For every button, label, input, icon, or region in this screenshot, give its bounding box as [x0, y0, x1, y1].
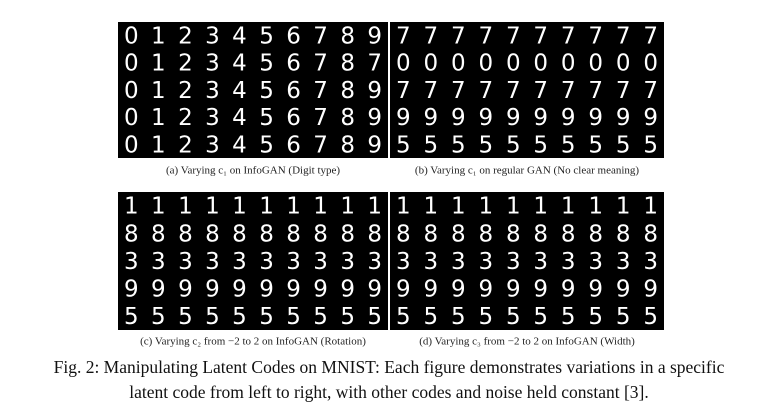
panel-caption: (d) Varying c₃ from −2 to 2 on InfoGAN (…: [419, 336, 635, 348]
figure-caption: Fig. 2: Manipulating Latent Codes on MNI…: [54, 357, 725, 377]
panel-image: [390, 192, 664, 330]
panel-image: [118, 192, 388, 330]
panel-caption: (b) Varying c₁ on regular GAN (No clear …: [415, 165, 639, 177]
panel-image: [118, 22, 388, 158]
panel-caption: (c) Varying c₂ from −2 to 2 on InfoGAN (…: [140, 336, 366, 348]
panel: 1111111111888888888833333333339999999999…: [118, 192, 388, 348]
panel-caption: (a) Varying c₁ on InfoGAN (Digit type): [166, 165, 340, 177]
figure-caption: latent code from left to right, with oth…: [129, 382, 649, 402]
panel: 1111111111888888888833333333339999999999…: [390, 192, 664, 348]
panel: 7777777777000000000077777777779999999999…: [390, 22, 664, 177]
panel-image: [390, 22, 664, 158]
panel: 0123456789012345678701234567890123456789…: [118, 22, 388, 177]
